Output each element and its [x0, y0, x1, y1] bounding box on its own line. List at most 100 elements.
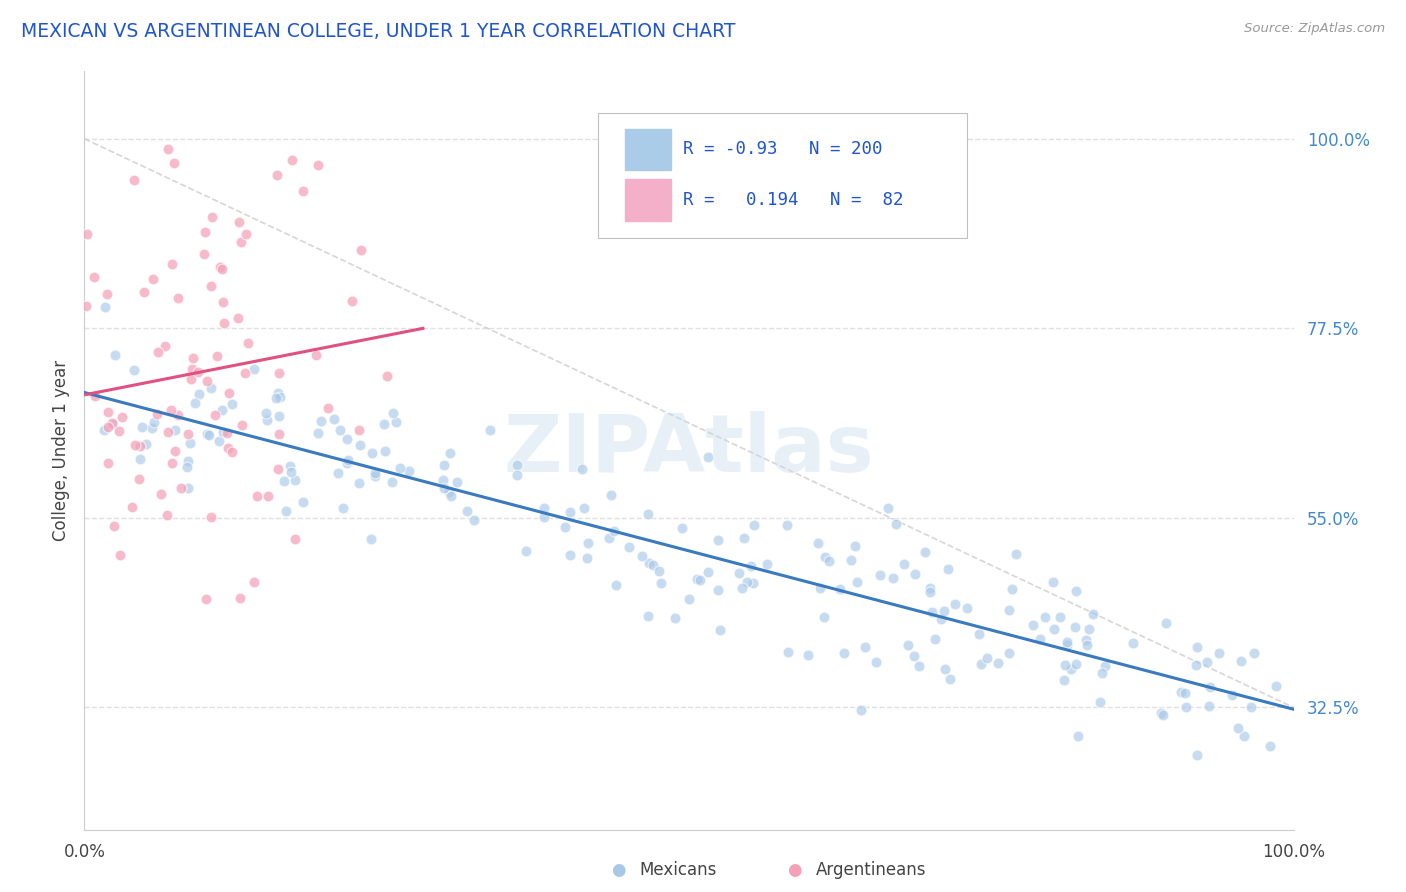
Point [374, 444, 396, 458]
Point [204, 408, 226, 422]
Point [1042, 574, 1064, 589]
Point [111, 410, 134, 425]
Text: Source: ZipAtlas.com: Source: ZipAtlas.com [1244, 22, 1385, 36]
Point [921, 605, 943, 619]
Point [956, 601, 979, 615]
Point [814, 550, 837, 565]
Point [122, 363, 145, 377]
Point [997, 646, 1019, 660]
Point [305, 348, 328, 362]
Point [599, 488, 621, 502]
Point [689, 573, 711, 587]
Point [209, 260, 232, 274]
Point [128, 451, 150, 466]
Point [104, 348, 127, 362]
Point [179, 435, 201, 450]
Point [998, 603, 1021, 617]
Point [108, 425, 131, 439]
Point [817, 554, 839, 568]
Text: ●: ● [787, 861, 801, 879]
Point [349, 438, 371, 452]
Point [1033, 610, 1056, 624]
Point [267, 367, 290, 381]
Point [170, 481, 193, 495]
Point [381, 475, 404, 490]
Point [571, 461, 593, 475]
Point [976, 650, 998, 665]
Point [730, 581, 752, 595]
Point [1056, 634, 1078, 648]
Point [266, 391, 288, 405]
Point [631, 549, 654, 563]
Point [291, 495, 314, 509]
Point [226, 311, 249, 326]
Point [200, 509, 222, 524]
Point [97, 456, 120, 470]
Point [108, 549, 131, 563]
Point [336, 453, 359, 467]
Point [269, 426, 291, 441]
Point [709, 623, 731, 637]
Point [176, 460, 198, 475]
Point [1081, 607, 1104, 621]
Point [807, 536, 830, 550]
Point [897, 638, 920, 652]
Point [235, 227, 257, 241]
Point [1195, 655, 1218, 669]
Point [121, 500, 143, 514]
Point [967, 627, 990, 641]
Point [439, 489, 461, 503]
Point [349, 423, 371, 437]
Point [360, 533, 382, 547]
Point [101, 417, 124, 431]
Point [398, 463, 420, 477]
Text: MEXICAN VS ARGENTINEAN COLLEGE, UNDER 1 YEAR CORRELATION CHART: MEXICAN VS ARGENTINEAN COLLEGE, UNDER 1 … [21, 22, 735, 41]
Point [882, 570, 904, 584]
Point [364, 469, 387, 483]
Point [558, 548, 581, 562]
Point [84, 389, 107, 403]
Point [129, 439, 152, 453]
Point [141, 420, 163, 434]
Point [839, 552, 862, 566]
Point [707, 533, 730, 547]
Point [643, 558, 665, 572]
Point [135, 437, 157, 451]
Point [342, 293, 364, 308]
Point [1208, 646, 1230, 660]
Point [148, 344, 170, 359]
Text: ZIPAtlas: ZIPAtlas [503, 411, 875, 490]
Point [291, 184, 314, 198]
Point [93, 423, 115, 437]
Point [742, 517, 765, 532]
Point [678, 591, 700, 606]
Y-axis label: College, Under 1 year: College, Under 1 year [52, 359, 70, 541]
Point [740, 559, 762, 574]
Point [187, 386, 209, 401]
Point [845, 575, 868, 590]
Point [1060, 662, 1083, 676]
Point [924, 632, 946, 646]
Point [1094, 659, 1116, 673]
Point [96, 287, 118, 301]
Point [755, 558, 778, 572]
Point [433, 481, 456, 495]
Point [385, 415, 408, 429]
Point [284, 473, 307, 487]
Point [1122, 636, 1144, 650]
Point [254, 405, 277, 419]
Point [439, 446, 461, 460]
Point [558, 505, 581, 519]
Point [1052, 673, 1074, 688]
Point [1187, 640, 1209, 655]
Point [166, 291, 188, 305]
Point [554, 520, 576, 534]
Point [155, 339, 177, 353]
Point [211, 402, 233, 417]
Point [1199, 680, 1222, 694]
Point [93, 300, 115, 314]
Point [160, 456, 183, 470]
Point [1264, 679, 1286, 693]
Point [446, 475, 468, 490]
Point [122, 173, 145, 187]
